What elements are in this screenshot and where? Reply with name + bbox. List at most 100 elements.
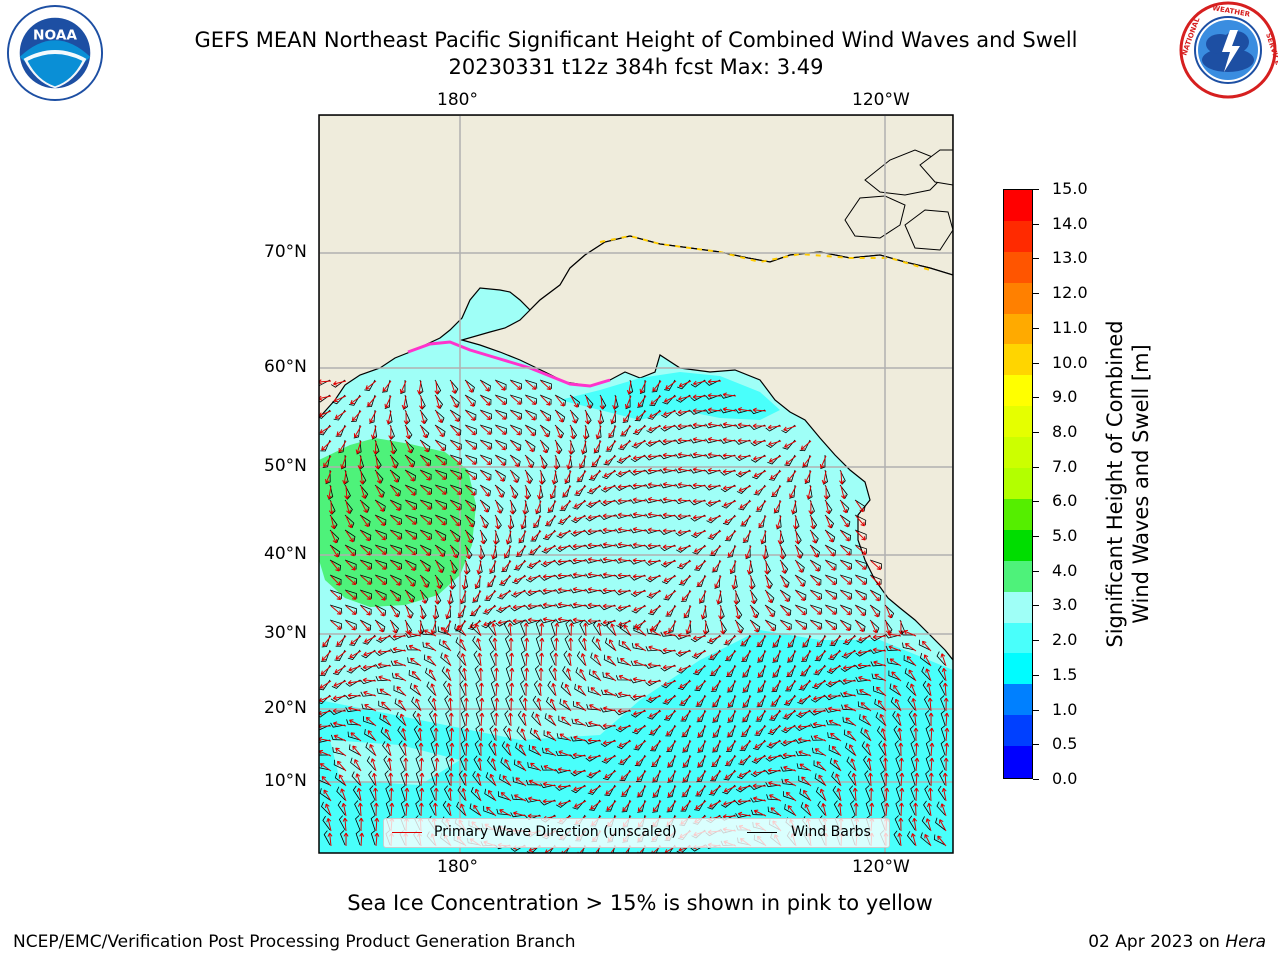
wave-direction-arrow (510, 395, 522, 405)
wave-direction-arrow (787, 650, 797, 662)
wind-barb (494, 394, 507, 404)
wave-direction-arrow (386, 410, 392, 425)
wind-barb (540, 589, 556, 595)
wave-direction-arrow (344, 485, 350, 500)
wave-direction-arrow (768, 781, 782, 787)
wave-direction-arrow (678, 380, 692, 388)
wave-direction-arrow (647, 679, 662, 685)
wave-direction-arrow (420, 560, 430, 572)
wave-direction-arrow (821, 470, 827, 485)
wind-barb (564, 635, 571, 651)
wind-barb (509, 394, 523, 404)
wind-barb (615, 574, 631, 580)
wind-barb (399, 755, 406, 771)
wave-direction-arrow (474, 788, 482, 802)
wave-direction-arrow (610, 623, 617, 637)
wind-barb (389, 514, 402, 525)
wave-direction-arrow (432, 712, 438, 727)
wave-direction-arrow (583, 622, 589, 637)
wind-barb (587, 686, 601, 696)
wave-direction-arrow (324, 803, 332, 817)
wave-direction-arrow (617, 498, 632, 504)
wave-direction-arrow (741, 725, 752, 736)
wave-direction-arrow (937, 835, 947, 847)
wind-barb (579, 620, 586, 636)
wave-direction-arrow (590, 800, 602, 810)
wave-direction-arrow (815, 650, 827, 661)
wind-barb (510, 812, 526, 818)
wind-barb (824, 574, 837, 584)
wind-barb (895, 800, 901, 816)
wave-direction-arrow (553, 652, 559, 667)
wave-direction-arrow (711, 680, 722, 691)
wind-barb (854, 499, 866, 512)
wave-direction-arrow (825, 590, 837, 600)
wind-barb (329, 619, 343, 629)
wave-direction-arrow (802, 455, 812, 467)
wave-direction-arrow (810, 605, 822, 615)
wind-barb (892, 711, 901, 726)
wave-direction-arrow (510, 380, 522, 391)
wave-direction-arrow (617, 605, 632, 610)
colorbar-tick-label: 13.0 (1052, 248, 1088, 268)
wave-direction-arrow (617, 542, 632, 547)
wind-barb (472, 770, 481, 786)
wind-barb (359, 589, 373, 599)
wave-direction-arrow (420, 575, 428, 588)
wave-direction-arrow (752, 439, 767, 445)
wind-barb (374, 514, 387, 526)
wave-direction-arrow (680, 695, 692, 705)
wave-direction-arrow (720, 620, 726, 635)
wind-barb (833, 800, 841, 816)
chart-subtitle: 20230331 t12z 384h fcst Max: 3.49 (448, 55, 824, 79)
wave-direction-arrow (780, 575, 788, 589)
wind-barb (600, 529, 616, 535)
wave-direction-arrow (678, 545, 692, 551)
wave-direction-arrow (810, 620, 822, 630)
wind-barb (470, 621, 481, 636)
wave-direction-arrow (727, 695, 737, 707)
wind-barb (690, 424, 706, 429)
colorbar-segment (1004, 220, 1032, 253)
wave-direction-arrow (555, 440, 561, 455)
wind-barb (479, 379, 491, 391)
wave-direction-arrow (667, 770, 677, 782)
wave-direction-arrow (507, 515, 513, 530)
wind-barb (839, 559, 852, 569)
wind-barb (329, 574, 342, 585)
wave-direction-arrow (509, 667, 515, 682)
colorbar-tick-mark (1033, 640, 1039, 642)
wave-direction-arrow (928, 772, 934, 787)
wave-direction-arrow (682, 770, 692, 782)
wave-direction-arrow (742, 710, 752, 722)
wind-barb (885, 645, 901, 651)
map-area (319, 115, 953, 853)
wave-direction-arrow (572, 543, 587, 549)
wind-barb (735, 424, 751, 429)
wind-barb (376, 688, 391, 696)
wind-barb (585, 739, 601, 745)
wave-direction-arrow (479, 697, 485, 712)
wind-barb (419, 544, 432, 556)
wave-direction-arrow (662, 512, 677, 518)
wave-direction-arrow (681, 800, 692, 811)
wind-barb (535, 620, 541, 636)
wave-direction-arrow (364, 704, 377, 712)
wind-barb (442, 800, 451, 816)
wind-barb (434, 469, 448, 479)
wave-direction-arrow (828, 665, 842, 673)
wave-direction-arrow (722, 407, 737, 412)
wind-barb (924, 710, 931, 726)
wave-direction-arrow (552, 667, 558, 682)
wind-barb (940, 695, 946, 711)
wind-barb (404, 409, 411, 425)
wave-direction-arrow (465, 410, 476, 422)
wave-direction-arrow (321, 776, 332, 787)
wind-barb (615, 709, 631, 716)
wave-direction-arrow (753, 809, 767, 817)
wave-direction-arrow (921, 640, 932, 652)
wave-direction-arrow (563, 699, 572, 712)
wave-direction-arrow (435, 575, 442, 589)
wave-direction-arrow (677, 466, 692, 472)
wave-direction-arrow (478, 742, 484, 757)
